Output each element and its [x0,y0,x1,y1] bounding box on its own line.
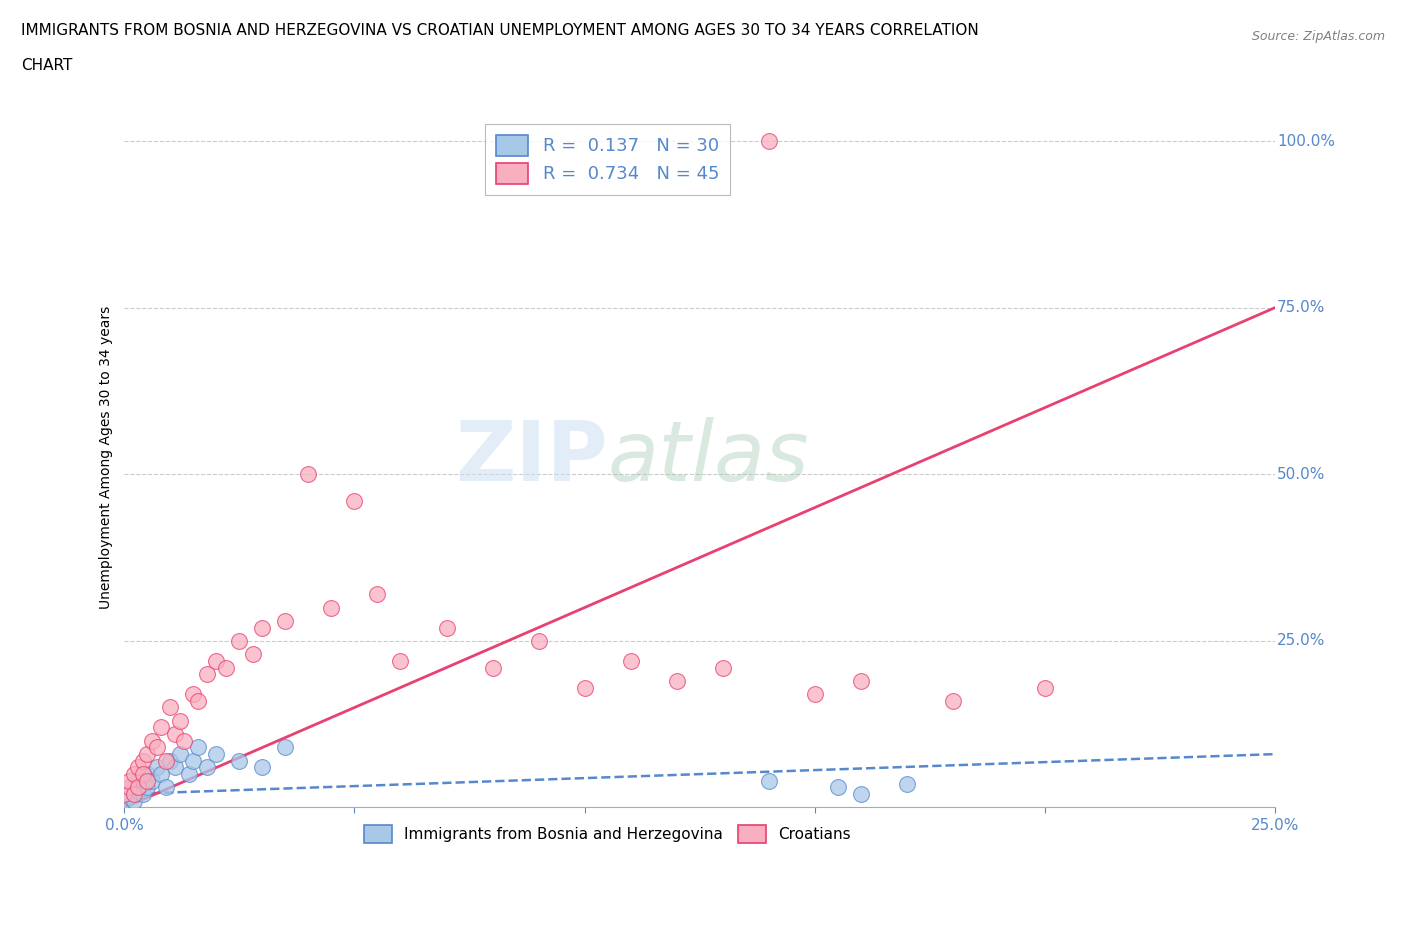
Point [205,747,228,762]
Point [183,686,205,701]
Y-axis label: Unemployment Among Ages 30 to 34 years: Unemployment Among Ages 30 to 34 years [100,306,114,609]
Point [118,787,141,802]
Point [343,494,366,509]
Point [173,734,195,749]
Point [481,660,503,675]
Point [114,793,136,808]
Point [252,620,274,635]
Point [132,787,155,802]
Text: IMMIGRANTS FROM BOSNIA AND HERZEGOVINA VS CROATIAN UNEMPLOYMENT AMONG AGES 30 TO: IMMIGRANTS FROM BOSNIA AND HERZEGOVINA V… [21,23,979,38]
Point [122,780,145,795]
Point [389,654,412,669]
Point [177,766,200,781]
Point [827,780,849,795]
Point [159,753,181,768]
Point [215,660,238,675]
Point [150,720,173,735]
Point [1033,680,1056,695]
Point [195,760,218,775]
Point [169,747,191,762]
Point [165,726,187,741]
Point [132,753,155,768]
Text: ZIP: ZIP [456,418,607,498]
Point [849,673,872,688]
Point [118,790,141,804]
Point [665,673,688,688]
Point [118,774,141,789]
Point [150,766,173,781]
Point [205,654,228,669]
Text: 75.0%: 75.0% [1277,300,1326,315]
Point [141,774,163,789]
Point [527,633,550,648]
Point [122,766,145,781]
Point [228,633,250,648]
Point [132,766,155,781]
Legend: Immigrants from Bosnia and Herzegovina, Croatians: Immigrants from Bosnia and Herzegovina, … [359,818,856,849]
Point [758,774,780,789]
Point [297,467,319,482]
Point [127,780,149,795]
Point [136,747,159,762]
Point [619,654,641,669]
Point [436,620,458,635]
Point [711,660,734,675]
Point [758,134,780,149]
Text: atlas: atlas [607,418,808,498]
Point [141,734,163,749]
Text: Source: ZipAtlas.com: Source: ZipAtlas.com [1251,30,1385,43]
Point [183,753,205,768]
Point [122,793,145,808]
Point [155,753,177,768]
Point [127,760,149,775]
Point [114,787,136,802]
Point [136,766,159,781]
Text: CHART: CHART [21,58,73,73]
Point [136,774,159,789]
Text: 50.0%: 50.0% [1277,467,1326,482]
Point [159,700,181,715]
Point [574,680,596,695]
Text: 25.0%: 25.0% [1277,633,1326,648]
Point [803,686,825,701]
Point [127,783,149,798]
Point [896,777,918,791]
Point [118,780,141,795]
Point [145,740,167,755]
Point [187,694,209,709]
Point [321,600,343,615]
Point [127,774,149,789]
Point [165,760,187,775]
Point [242,646,264,661]
Point [228,753,250,768]
Point [169,713,191,728]
Point [187,740,209,755]
Point [195,667,218,682]
Point [122,787,145,802]
Point [274,614,297,629]
Point [145,760,167,775]
Point [366,587,388,602]
Point [155,780,177,795]
Point [136,780,159,795]
Point [941,694,963,709]
Point [849,787,872,802]
Text: 100.0%: 100.0% [1277,134,1334,149]
Point [274,740,297,755]
Point [132,777,155,791]
Point [252,760,274,775]
